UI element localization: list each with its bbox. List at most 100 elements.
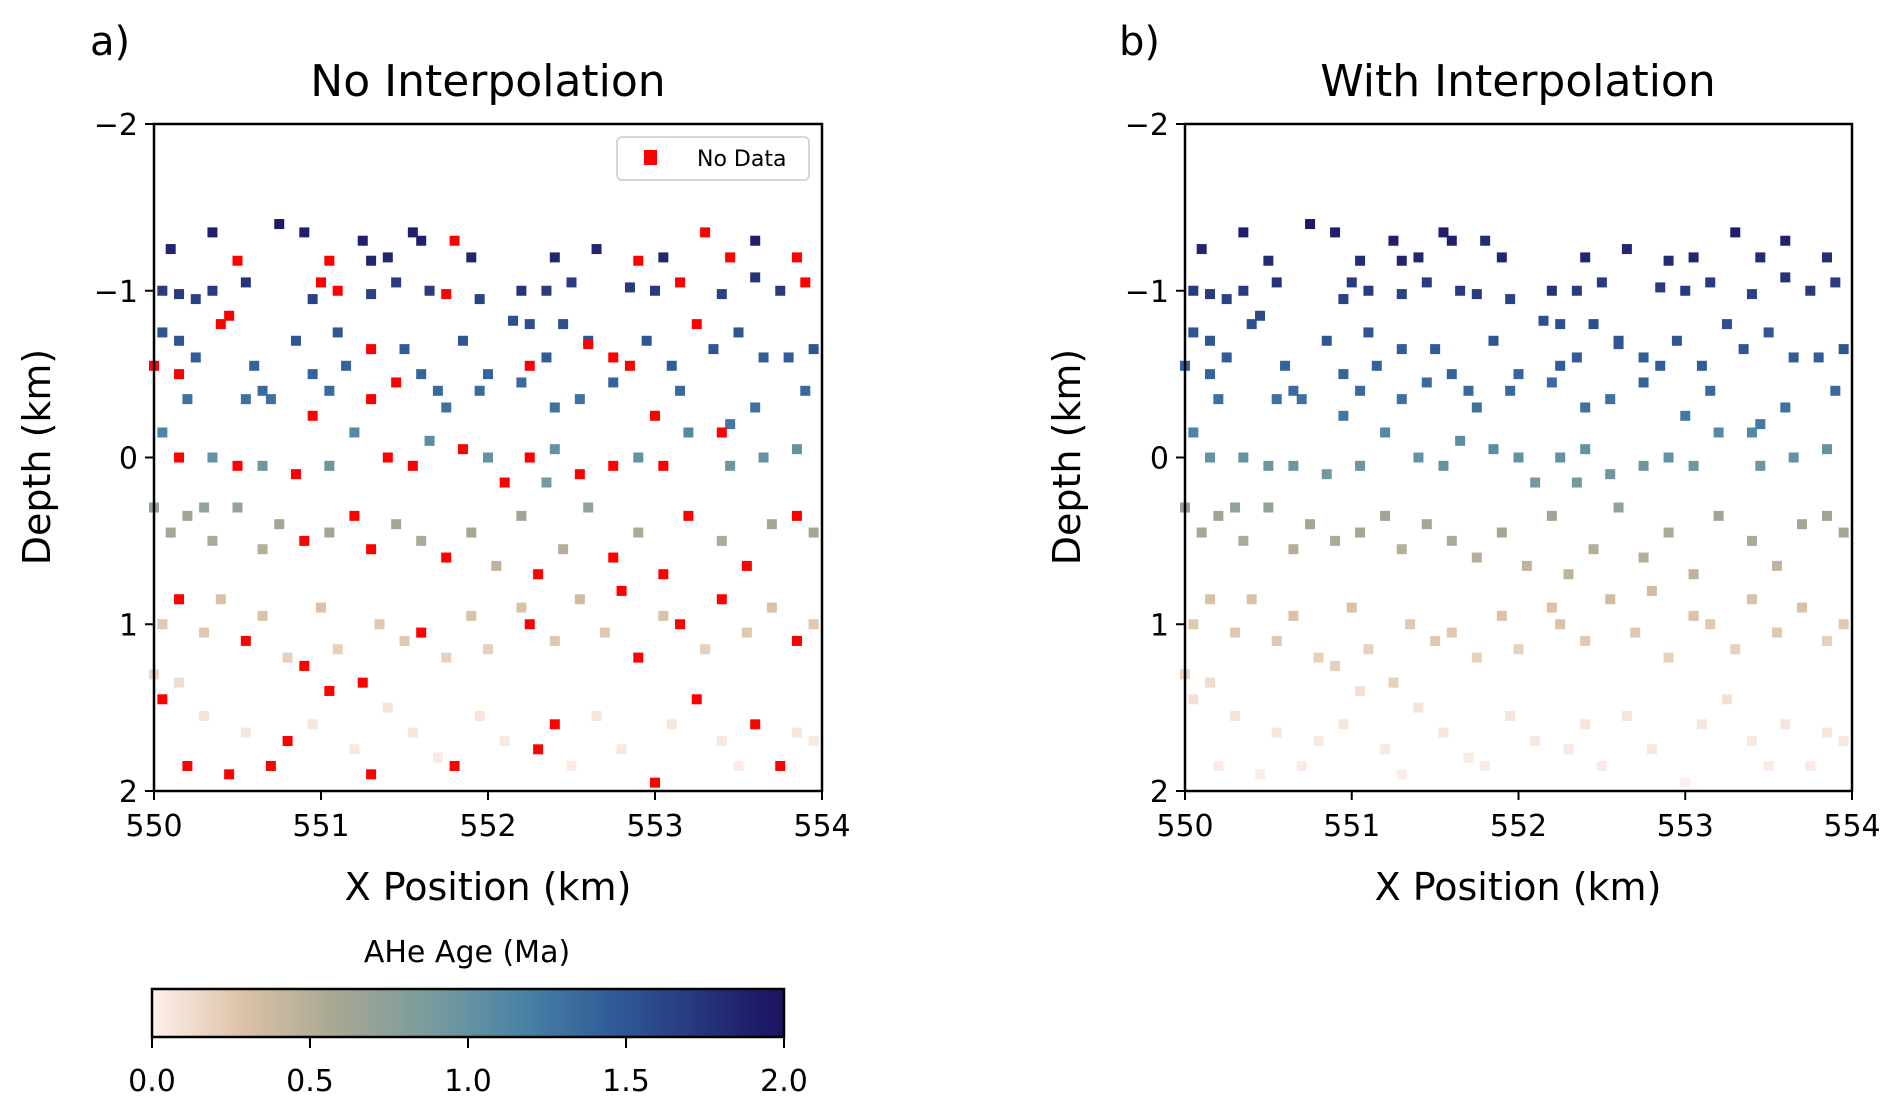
no-data-point [650,777,660,788]
data-point [499,735,510,746]
data-point [1213,510,1224,521]
data-point [290,335,301,346]
no-data-point [449,235,460,246]
y-tick-label: −2 [1125,108,1169,143]
data-point [1355,685,1366,696]
data-point [1588,544,1599,555]
data-point [1746,735,1757,746]
data-point [1755,419,1766,430]
data-point [1621,710,1632,721]
data-point [174,677,185,688]
legend-marker-no-data [644,150,657,165]
data-point [257,385,268,396]
data-point [1463,752,1474,763]
data-point [1196,244,1207,255]
no-data-point [299,660,310,671]
data-point [733,760,744,771]
data-point [1555,452,1566,463]
data-point [1446,369,1457,380]
data-point [1413,252,1424,263]
no-data-point [775,760,786,771]
data-point [1521,560,1532,571]
data-point [274,519,285,530]
data-point [483,452,493,463]
data-point [1496,527,1507,538]
data-point [257,544,268,555]
data-point [307,719,318,730]
data-point [1638,377,1649,388]
no-data-point [290,469,301,480]
data-point [1688,610,1699,621]
data-point [1396,289,1407,300]
data-point [1513,369,1524,380]
data-point [1663,652,1674,663]
no-data-point [366,769,377,780]
no-data-point [407,460,418,471]
data-point [1480,235,1491,246]
data-point [1596,277,1607,288]
data-point [157,619,168,630]
data-point [307,369,318,380]
data-point [549,635,560,646]
data-point [775,285,786,296]
data-point [666,360,677,371]
data-point [1396,769,1407,780]
data-point [549,402,560,413]
data-point [1796,602,1807,613]
data-point [1838,619,1849,630]
data-point [157,427,168,438]
data-point [1513,644,1524,655]
data-point [1380,510,1391,521]
data-point [1263,460,1274,471]
data-point [1321,469,1332,480]
data-point [708,344,719,355]
data-point [1780,235,1791,246]
data-point [725,460,736,471]
data-point [1763,327,1774,338]
no-data-point [524,360,535,371]
data-point [1263,502,1274,513]
data-point [1421,519,1432,530]
data-point [1313,735,1324,746]
data-point [324,460,335,471]
panel-b-title: With Interpolation [1320,56,1715,107]
data-point [399,344,410,355]
data-point [1188,694,1199,705]
data-point [1421,377,1432,388]
data-point [616,744,627,755]
data-point [716,289,727,300]
y-tick-label: −1 [94,275,138,310]
data-point [558,319,569,330]
no-data-point [332,285,343,296]
data-point [566,277,577,288]
data-point [1663,527,1674,538]
data-point [1763,760,1774,771]
data-point [1680,285,1691,296]
data-point [1338,369,1349,380]
data-point [758,352,769,363]
data-point [199,502,210,513]
data-point [1355,527,1366,538]
no-data-point [675,619,686,630]
data-point [1688,252,1699,263]
no-data-point [224,769,235,780]
no-data-point [316,277,326,288]
data-point [1363,285,1374,296]
data-point [1188,619,1199,630]
data-point [1646,744,1657,755]
data-point [1405,619,1416,630]
data-point [1555,619,1566,630]
data-point [1780,402,1791,413]
no-data-point [658,569,669,580]
data-point [1696,719,1707,730]
data-point [174,289,185,300]
no-data-point [157,694,168,705]
data-point [1730,644,1741,655]
data-point [1205,335,1216,346]
data-point [1288,610,1299,621]
data-point [1705,619,1716,630]
data-point [1396,344,1407,355]
data-point [1805,760,1816,771]
no-data-point [533,569,544,580]
data-point [1655,282,1666,293]
